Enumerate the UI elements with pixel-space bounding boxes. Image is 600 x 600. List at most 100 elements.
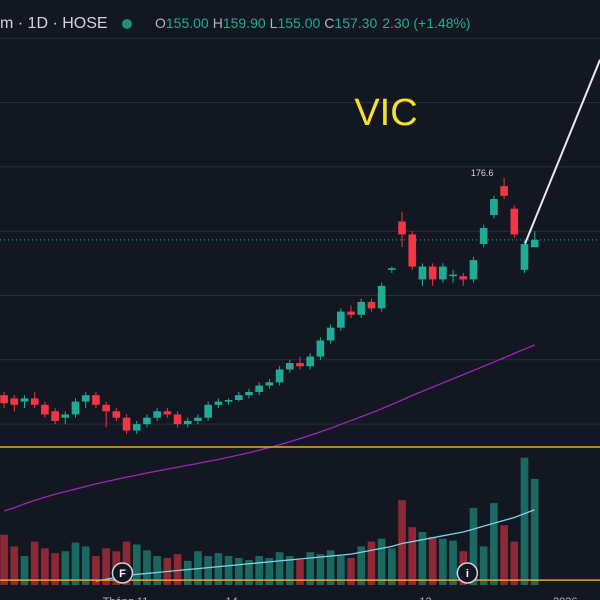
status-dot [122, 19, 132, 29]
volume-bar [347, 558, 355, 585]
candle-body [163, 411, 172, 415]
volume-bar [388, 548, 396, 585]
candle-body [408, 234, 417, 267]
candle-body [510, 208, 519, 235]
volume-bar [92, 556, 100, 585]
candle-body [234, 395, 243, 400]
candle-body [326, 327, 335, 341]
ohlc-key: C [324, 15, 334, 31]
volume-bar [520, 457, 529, 585]
candle-body [214, 401, 223, 405]
candle-body [102, 404, 110, 412]
volume-bar [224, 556, 233, 585]
ohlc-value: 155.00 [277, 15, 320, 31]
candle-body [204, 404, 212, 418]
candle-body [194, 417, 202, 421]
volume-bar [306, 552, 315, 585]
candle-body [92, 395, 100, 405]
x-tick-label: 12 [419, 596, 431, 600]
candle-body [479, 227, 488, 245]
marker-circle [456, 562, 479, 584]
candle-body [153, 411, 161, 418]
candle-body [132, 424, 141, 431]
volume-bar [408, 527, 417, 585]
candle-body [41, 404, 49, 415]
candle-body [347, 311, 355, 315]
marker-label: i [466, 568, 469, 580]
candle-body [357, 301, 366, 315]
candle-body [122, 417, 131, 431]
candle-body [459, 276, 468, 280]
ohlc-value: 159.90 [223, 15, 266, 31]
volume-bar [132, 544, 141, 585]
volume-bar [336, 556, 345, 585]
candle-body [428, 266, 437, 280]
volume-bar [102, 548, 110, 585]
volume-average [95, 509, 535, 582]
volume-bar [30, 541, 39, 585]
candle-body [0, 395, 8, 404]
candle-body [245, 391, 253, 396]
candle-body [469, 260, 478, 280]
volume-bar [428, 536, 437, 585]
x-tick-label: 14 [226, 596, 238, 600]
volume-bar [285, 556, 294, 585]
candle-body [61, 414, 70, 418]
candle-body [10, 398, 19, 405]
volume-bar [234, 558, 243, 585]
candle-body [285, 363, 294, 370]
volume-bar [173, 554, 182, 585]
volume-bar [204, 556, 212, 585]
ohlc-key: H [213, 15, 223, 31]
x-tick-label: 2026 [553, 596, 577, 600]
candle-body [418, 266, 427, 280]
ohlc-value: 155.00 [166, 15, 209, 31]
volume-bar [490, 503, 498, 585]
volume-bar [316, 554, 325, 585]
volume-bar [479, 546, 488, 585]
ohlc-key: L [270, 15, 278, 31]
volume-bar [20, 556, 29, 585]
candle-body [51, 411, 59, 421]
volume-bar [245, 559, 253, 585]
chart-title: VIC [354, 92, 417, 134]
volume-bar [449, 540, 457, 585]
volume-bar [418, 531, 427, 585]
candle-body [30, 398, 39, 405]
volume-bar [530, 478, 539, 585]
candle-body [275, 369, 284, 383]
candle-body [112, 411, 121, 418]
ohlc-key: O [155, 15, 166, 31]
ohlc-value: 157.30 [334, 15, 377, 31]
volume-bar [469, 507, 478, 585]
candle-body [388, 268, 396, 270]
volume-bar [183, 560, 192, 585]
event-marker: F [111, 562, 134, 584]
volume-bar [326, 550, 335, 585]
volume-bar [439, 538, 447, 585]
volume-bar [510, 541, 519, 585]
change-label: 2.30 (+1.48%) [382, 15, 470, 31]
volume-bar [143, 550, 151, 585]
candle-body [224, 400, 233, 402]
volume-bar [367, 541, 376, 585]
candle-body [71, 401, 80, 415]
candle-body [500, 186, 508, 196]
candle-body [449, 274, 457, 277]
marker-label: F [119, 568, 126, 580]
marker-circle [111, 562, 134, 584]
volume-bar [357, 546, 366, 585]
volume-bar [255, 556, 264, 585]
candle-body [336, 311, 345, 328]
candle-body [439, 266, 447, 280]
volume-bar [500, 525, 508, 585]
volume-bar [41, 548, 49, 585]
volume-bar [275, 552, 284, 585]
candle-body [490, 199, 498, 216]
candle-body [255, 385, 264, 392]
candle-body [143, 417, 151, 425]
symbol-label: m · 1D · HOSE [0, 15, 108, 32]
ohlc-header: O155.00 H159.90 L155.00 C157.30 2.30 (+1.48%… [155, 15, 471, 31]
